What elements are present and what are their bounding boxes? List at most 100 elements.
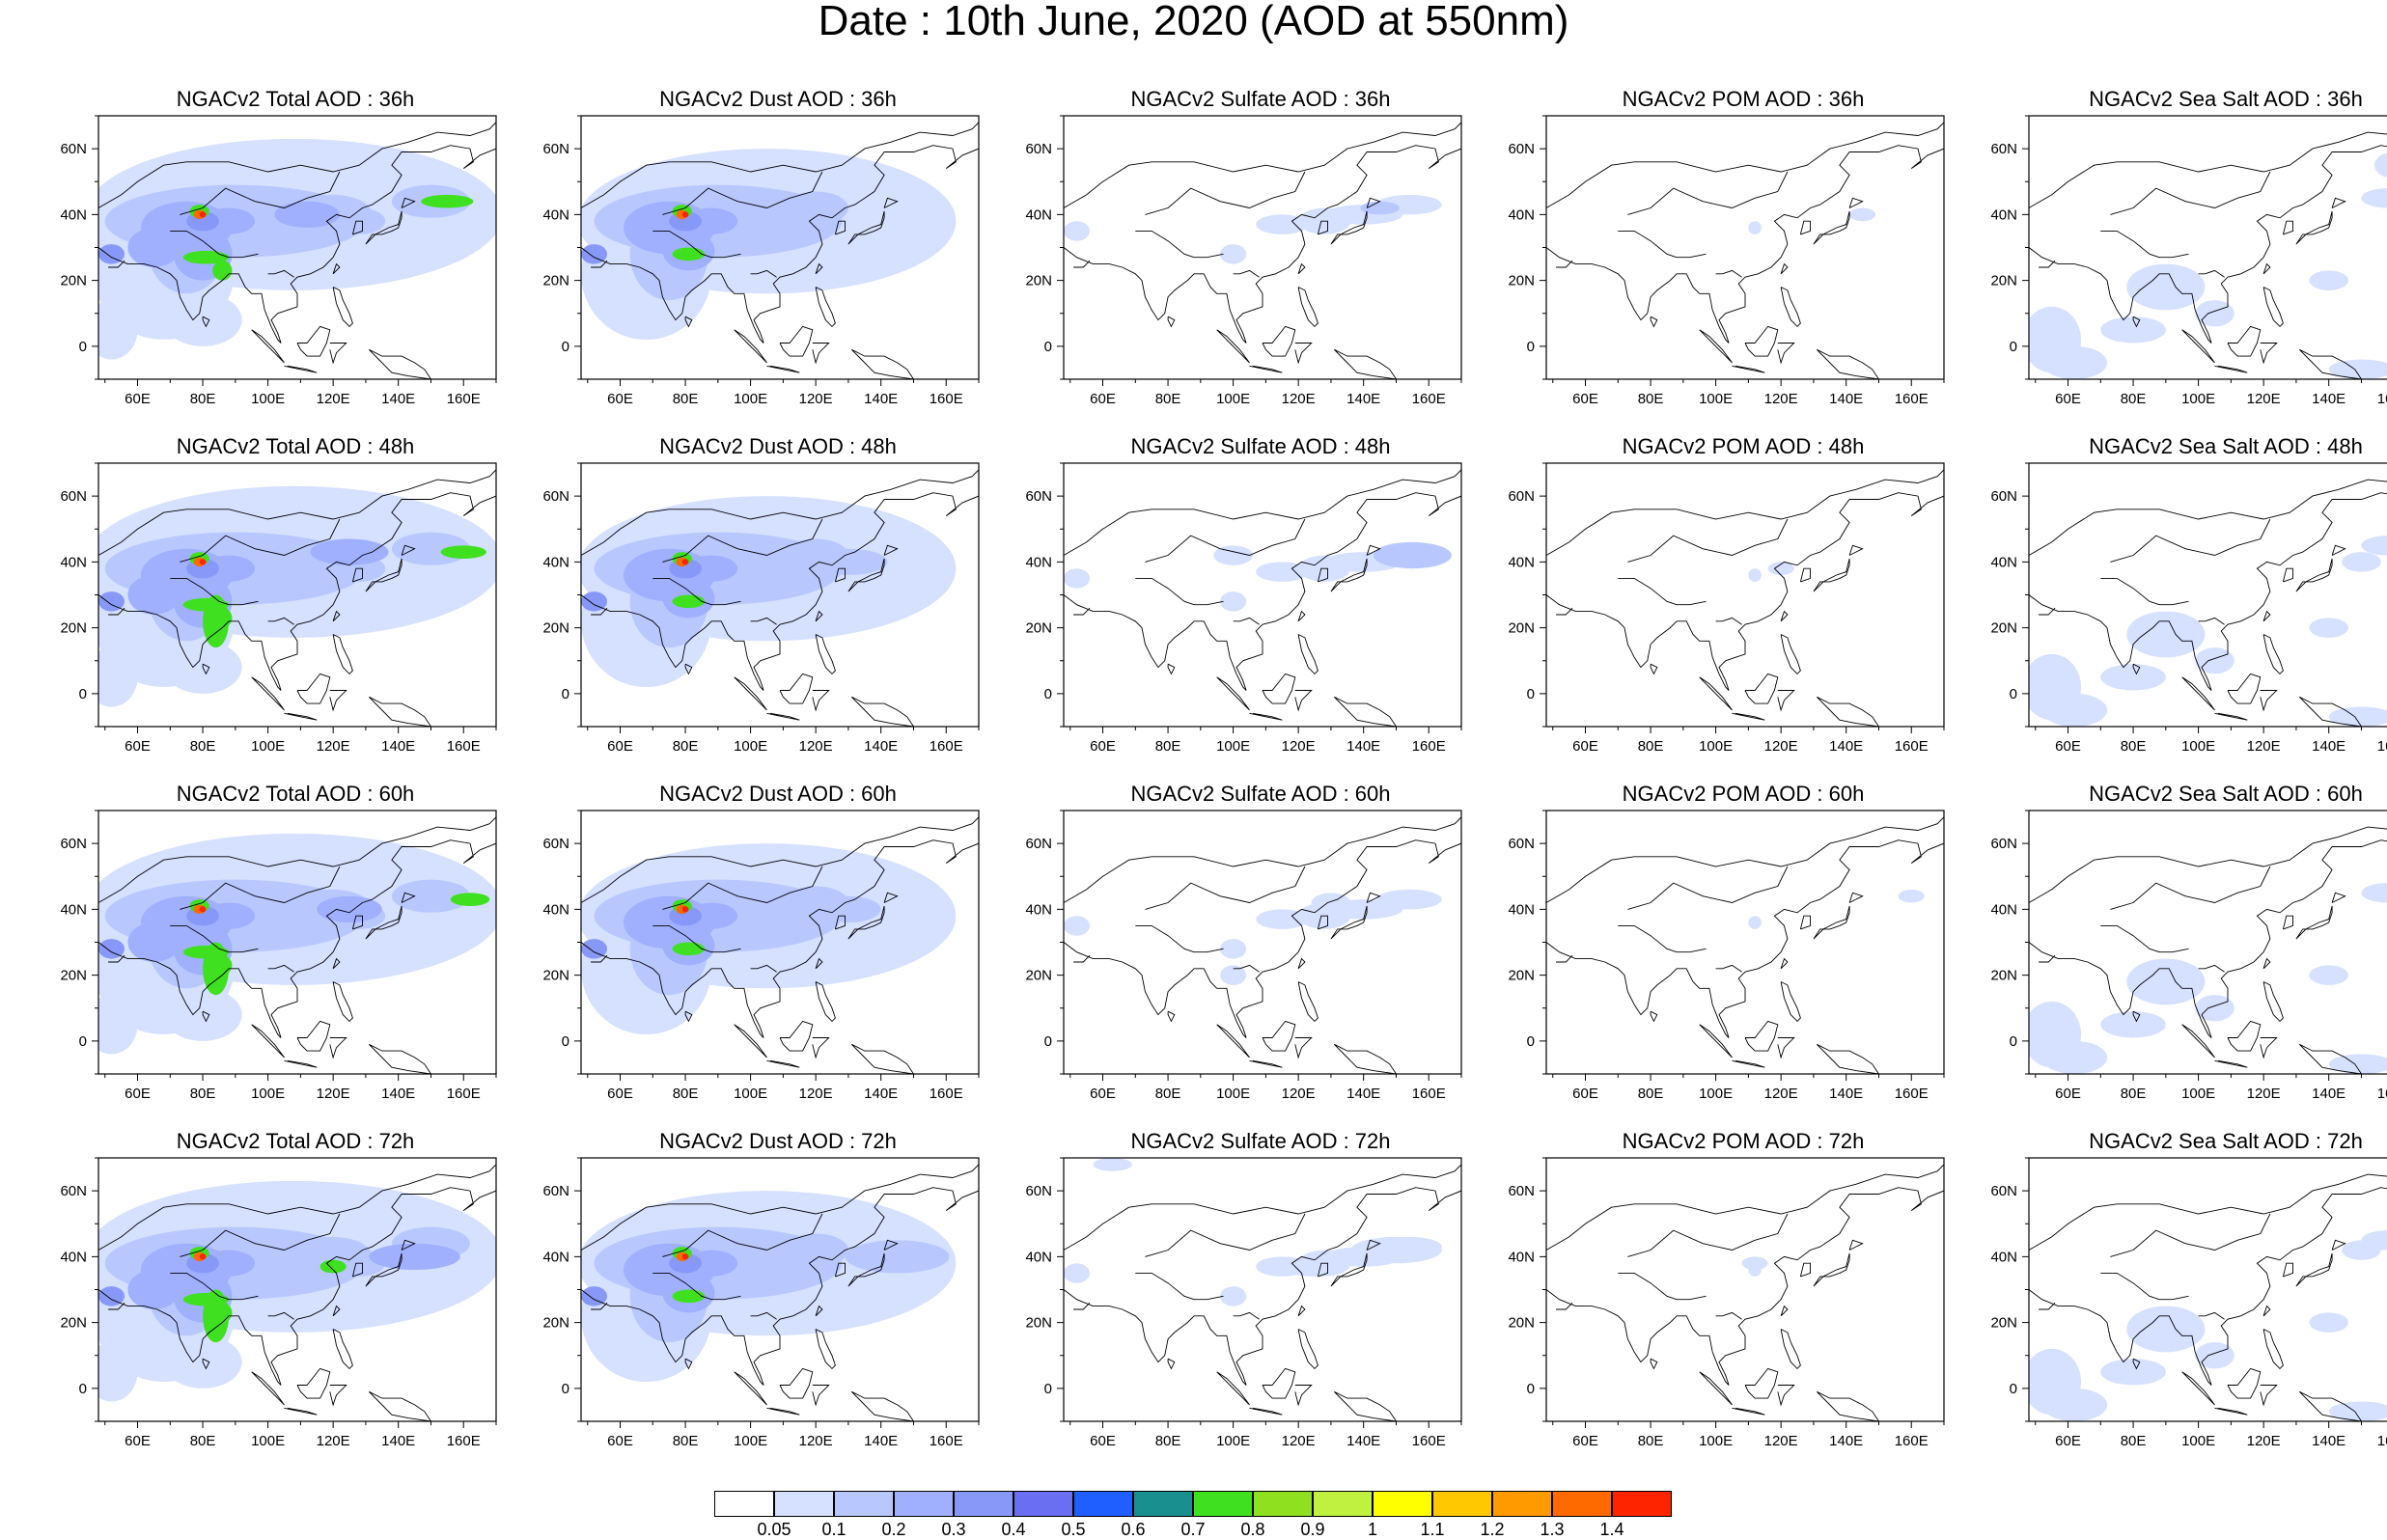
aod-field [581,1164,979,1421]
lon-tick-label: 80E [1155,1433,1181,1449]
aod-patch [1093,1158,1132,1171]
coastline [1297,262,1306,275]
coastline [180,866,341,910]
coastline [2331,197,2346,208]
lon-tick-label: 100E [1216,1433,1250,1449]
coastline [2100,1272,2189,1301]
coastline [2198,269,2225,278]
coastline [2295,558,2333,592]
aod-field [2029,131,2387,379]
coastline [1848,544,1864,556]
lat-tick-label: 40N [542,554,569,570]
coastline [1699,676,1733,711]
coastline [1145,866,1306,910]
lat-tick-label: 20N [60,1315,87,1332]
lon-tick-label: 120E [799,391,833,407]
lon-tick-label: 60E [125,1433,151,1449]
lon-tick-label: 140E [381,738,415,755]
coastline [1732,712,1765,721]
coastline [1330,1252,1368,1287]
coastline [1333,696,1398,727]
coastline [351,1262,363,1278]
panel-title: NGACv2 POM AOD : 36h [1622,87,1865,111]
aod-patch [127,228,180,267]
coastline [1064,469,1461,556]
coastline [1333,348,1398,379]
lat-tick-label: 0 [562,1381,569,1397]
coastline [766,365,800,373]
coastline [883,892,899,903]
colorbar-swatch [1612,1491,1672,1517]
lon-tick-label: 80E [190,1086,216,1102]
coastline [1317,567,1328,583]
aod-patch [369,1243,460,1271]
coastline [2181,1024,2215,1059]
lat-tick-label: 0 [1527,1381,1535,1397]
lat-tick-label: 0 [2010,686,2017,702]
lon-tick-label: 160E [2377,1433,2387,1449]
aod-patch [203,207,256,234]
coastline [581,816,979,903]
aod-field [98,122,496,379]
coastline [267,1311,294,1320]
coastline [847,558,885,592]
coastline [351,915,363,930]
coastline [2029,145,2387,344]
aod-field [1546,816,1944,1074]
coastline [351,220,363,235]
coastline [329,690,347,712]
coastline [581,1187,979,1386]
coastline [2295,210,2333,245]
coastline [1546,816,1944,903]
coastline [2214,1407,2248,1416]
coastline [662,1213,823,1257]
coastline [267,269,294,278]
aod-patch [98,939,125,959]
aod-patch [2195,995,2234,1022]
aod-map: 60E 80E 100E 120E 140E 160E 60N 40N 20N 0 [542,462,980,755]
coastline [734,676,767,711]
lat-tick-label: 20N [1508,273,1535,289]
coastline [2214,712,2248,721]
coastline [1556,954,1573,963]
lat-tick-label: 0 [1044,1381,1052,1397]
coastline [2331,544,2346,556]
lon-tick-label: 60E [1572,391,1598,407]
aod-patch [783,191,848,225]
coastline [108,1302,125,1310]
aod-map: 60E 80E 100E 120E 140E 160E 60N 40N 20N 0 [542,1157,980,1449]
coastline [1556,1302,1573,1310]
coastline [1145,171,1306,215]
lon-tick-label: 120E [1282,391,1316,407]
lon-tick-label: 120E [1282,738,1316,755]
figure-title: Date : 10th June, 2020 (AOD at 550nm) [818,0,1569,44]
coastline [734,1371,767,1406]
coastline [2262,262,2271,275]
aod-patch [681,211,689,218]
aod-patch [2195,1342,2234,1369]
coastline [1848,892,1864,903]
lon-tick-label: 160E [1895,1086,1929,1102]
colorbar-swatch [1193,1491,1253,1517]
aod-map: 60E 80E 100E 120E 140E 160E 60N 40N 20N 0 [1025,1157,1462,1449]
aod-map: 60E 80E 100E 120E 140E 160E 60N 40N 20N 0 [60,115,497,407]
aod-patch [672,1289,706,1304]
coastline [1064,145,1461,344]
aod-field [1064,816,1461,1074]
coastline [329,1037,347,1059]
aod-patch [581,1286,608,1306]
coastline [581,839,979,1038]
coastline [2282,220,2293,235]
aod-patch [199,906,207,913]
coastline [652,1272,741,1301]
coastline [1073,1302,1091,1310]
coastline [1064,839,1461,1038]
lat-tick-label: 20N [1990,1315,2017,1332]
lon-tick-label: 140E [1829,1433,1863,1449]
map-frame [1545,462,1945,728]
panel-title: NGACv2 Total AOD : 60h [176,782,415,806]
coastline [1330,558,1368,592]
coastline [180,171,341,215]
lon-tick-label: 160E [2377,391,2387,407]
aod-patch [2328,1054,2387,1074]
